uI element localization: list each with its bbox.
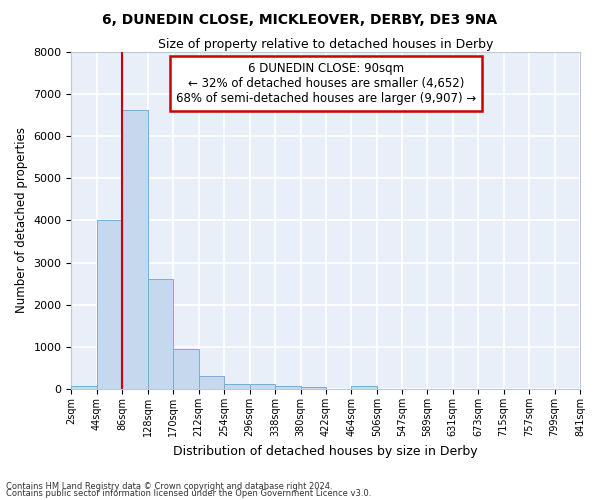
Bar	[199, 376, 224, 389]
Bar	[250, 384, 275, 389]
Bar	[122, 110, 148, 389]
Bar	[148, 278, 173, 389]
Title: Size of property relative to detached houses in Derby: Size of property relative to detached ho…	[158, 38, 493, 51]
Bar	[71, 386, 97, 389]
Text: 6 DUNEDIN CLOSE: 90sqm
← 32% of detached houses are smaller (4,652)
68% of semi-: 6 DUNEDIN CLOSE: 90sqm ← 32% of detached…	[176, 62, 476, 105]
Bar	[301, 387, 326, 389]
Bar	[352, 386, 377, 389]
Text: Contains public sector information licensed under the Open Government Licence v3: Contains public sector information licen…	[6, 490, 371, 498]
Bar	[97, 220, 122, 389]
Bar	[173, 349, 199, 389]
Bar	[275, 386, 301, 389]
X-axis label: Distribution of detached houses by size in Derby: Distribution of detached houses by size …	[173, 444, 478, 458]
Bar	[224, 384, 250, 389]
Text: Contains HM Land Registry data © Crown copyright and database right 2024.: Contains HM Land Registry data © Crown c…	[6, 482, 332, 491]
Text: 6, DUNEDIN CLOSE, MICKLEOVER, DERBY, DE3 9NA: 6, DUNEDIN CLOSE, MICKLEOVER, DERBY, DE3…	[103, 12, 497, 26]
Y-axis label: Number of detached properties: Number of detached properties	[15, 128, 28, 314]
